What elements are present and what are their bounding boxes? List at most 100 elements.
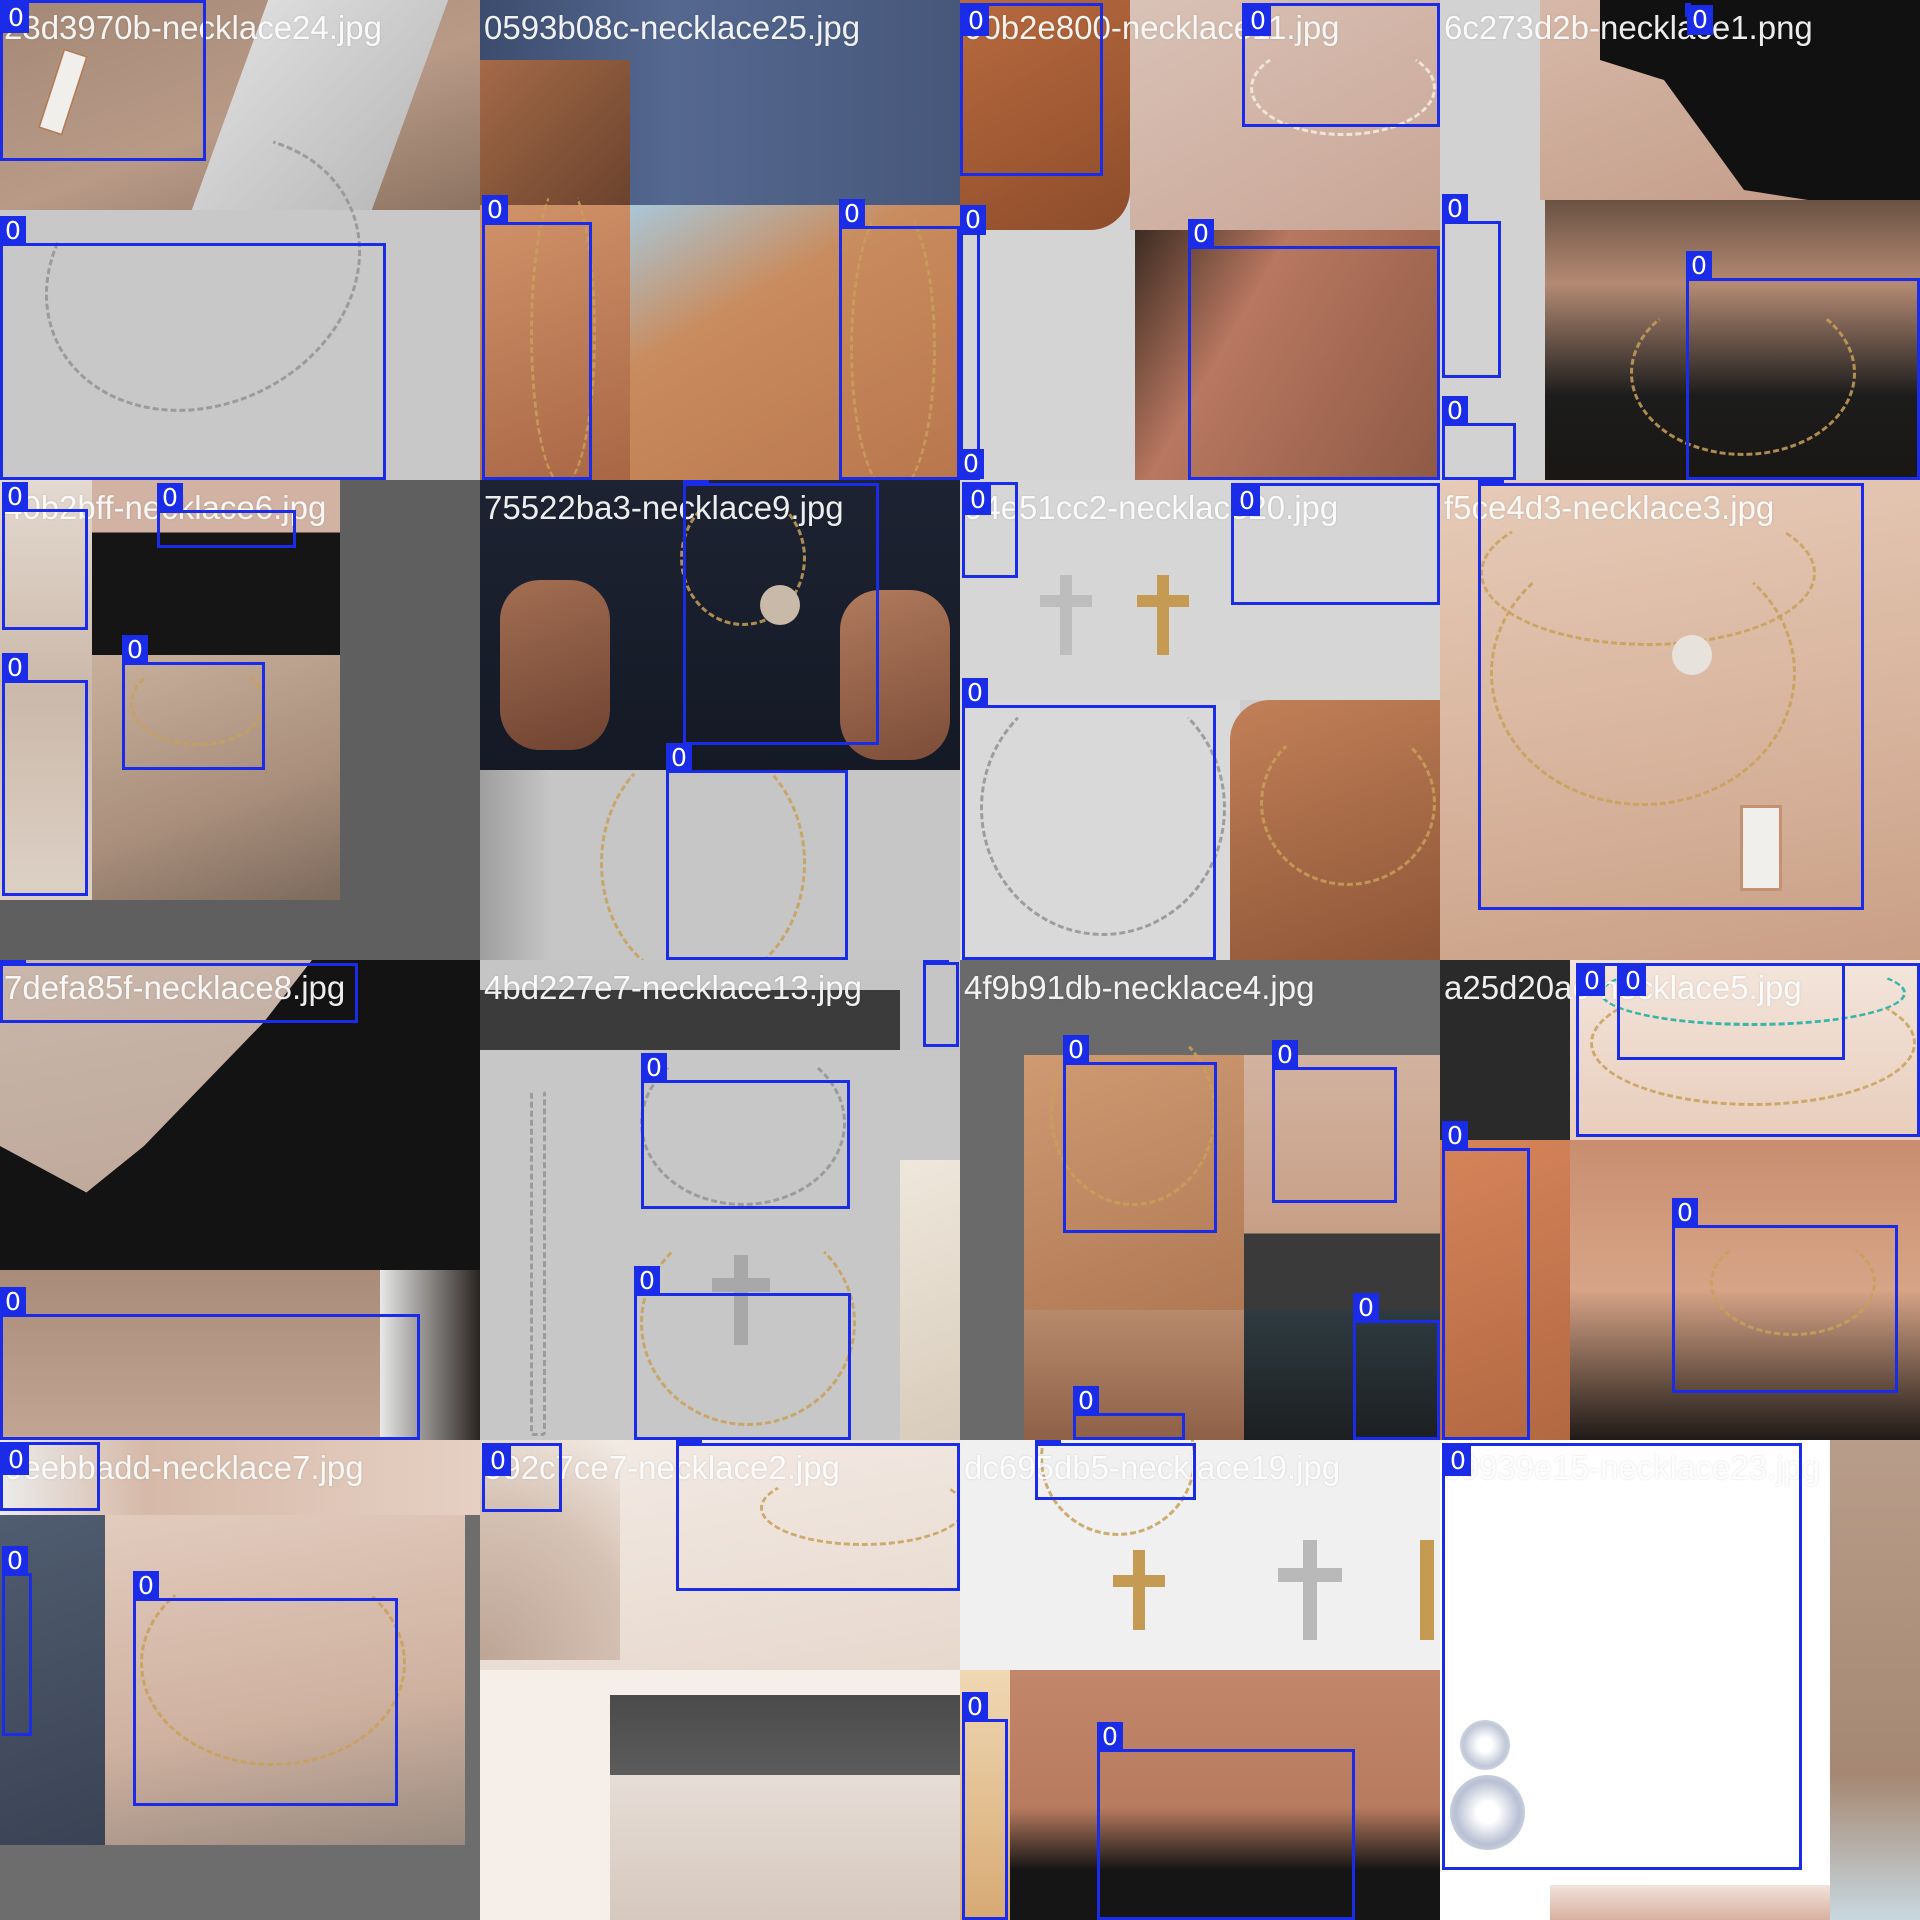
chain-drawing [760, 1470, 960, 1546]
detection-box: 0 [482, 195, 592, 480]
photo-crosses-bg [960, 1440, 1440, 1670]
silver-cross [1303, 1540, 1317, 1640]
photo-marble [900, 1160, 960, 1440]
class-label: 0 [1353, 1293, 1379, 1323]
gold-cross [1113, 1575, 1165, 1587]
chain-drawing [680, 490, 806, 626]
photo-shoulder [480, 1440, 620, 1660]
detection-box: 0 [1442, 396, 1516, 480]
mosaic-cell: 0593b08c-necklace25.jpg 0 0 [480, 0, 960, 480]
mosaic-cell: 592c7ce7-necklace2.jpg 0 0 [480, 1440, 960, 1920]
detection-box: 0 [683, 480, 879, 745]
detection-box: 0 [0, 0, 206, 161]
class-label: 0 [1442, 396, 1468, 426]
chain-drawing [530, 180, 596, 480]
filename-label: 00b2e800-necklace11.jpg [964, 9, 1340, 46]
detection-box: 0 [839, 199, 960, 480]
class-label: 0 [1272, 1040, 1298, 1070]
chain-drawing [1250, 40, 1436, 136]
photo-hand-right [840, 590, 950, 760]
photo-arm [480, 60, 630, 205]
detection-box: 0 [634, 1266, 851, 1440]
mosaic-cell: 7defa85f-necklace8.jpg 0 0 [0, 960, 480, 1440]
detection-box: 0 [2, 653, 88, 896]
class-label: 0 [1579, 966, 1605, 996]
photo-neck-right [1244, 1055, 1440, 1310]
detection-box: 0 [960, 205, 986, 480]
chain-drawing [850, 200, 936, 480]
photo-lips [1550, 1885, 1830, 1920]
detection-box: 0 [1672, 1198, 1898, 1393]
mosaic-cell: 6c273d2b-necklace1.png 0 0 0 0 [1440, 0, 1920, 480]
detection-box: 0 [676, 1440, 960, 1591]
detection-box: 0 [0, 1287, 420, 1440]
mosaic-cell: 00b2e800-necklace11.jpg 0 0 0 0 0 [960, 0, 1440, 480]
class-label: 0 [1097, 1722, 1123, 1752]
detection-box: 0 [1442, 1121, 1530, 1440]
photo-dark-band [480, 990, 900, 1050]
class-label: 0 [0, 1287, 26, 1317]
filename-label: 04e51cc2-necklace20.jpg [964, 489, 1339, 526]
class-label: 0 [683, 480, 709, 486]
detection-box: 0 [1617, 963, 1845, 1060]
class-label: 0 [482, 195, 508, 225]
class-label: 0 [1188, 219, 1214, 249]
chain-drawing [640, 1220, 856, 1426]
photo-neck [1135, 230, 1440, 480]
class-label: 0 [1035, 1440, 1061, 1446]
class-label: 0 [1687, 5, 1713, 35]
detection-box: 0 [157, 483, 296, 548]
class-label: 0 [1234, 486, 1260, 516]
filename-label: 75522ba3-necklace9.jpg [484, 489, 844, 526]
detection-box: 0 [1442, 194, 1501, 378]
detection-box: 0 [923, 960, 959, 1047]
detection-box: 0 [960, 3, 1103, 176]
photo-hair [380, 1270, 480, 1440]
mosaic-cell: dc695db5-necklace19.jpg 0 0 0 [960, 1440, 1440, 1920]
detection-box: 0 [641, 1053, 850, 1209]
photo-dark-portrait [1244, 1310, 1440, 1440]
filename-label: 0eebbadd-necklace7.jpg [4, 1449, 364, 1486]
detection-box: 0 [1231, 483, 1440, 605]
class-label: 0 [1442, 1121, 1468, 1151]
detection-box: 0 [1272, 1040, 1397, 1203]
gold-cross [1157, 575, 1169, 655]
class-label: 0 [3, 3, 29, 33]
mosaic-cell: 40b2bff-necklace6.jpg 0 0 0 0 [0, 480, 480, 960]
class-label: 0 [122, 635, 148, 665]
chain-drawing [1630, 290, 1856, 456]
mosaic-cell: 75522ba3-necklace9.jpg 0 0 [480, 480, 960, 960]
class-label: 0 [965, 485, 991, 515]
class-label: 0 [1445, 1446, 1471, 1476]
photo-face-top [0, 1440, 480, 1515]
class-label: 0 [1073, 1386, 1099, 1416]
filename-label: dc695db5-necklace19.jpg [964, 1449, 1341, 1486]
class-label: 0 [962, 678, 988, 708]
mosaic-cell: a25d20ac-necklace5.jpg 0 0 0 0 [1440, 960, 1920, 1440]
detection-box: 0 [1097, 1722, 1355, 1920]
class-label: 0 [962, 1692, 988, 1722]
filename-label: 0593b08c-necklace25.jpg [484, 9, 861, 46]
mosaic-cell: 0eebbadd-necklace7.jpg 0 0 0 [0, 1440, 480, 1920]
photo-fabric [1830, 1440, 1920, 1920]
gold-cross [1133, 1550, 1145, 1630]
photo-chain-bg [0, 210, 480, 480]
class-label: 0 [960, 449, 984, 479]
class-label: 0 [634, 1266, 660, 1296]
filename-label: 4bd227e7-necklace13.jpg [484, 969, 862, 1006]
class-label: 0 [2, 1546, 28, 1576]
filename-label: 4f9b91db-necklace4.jpg [964, 969, 1315, 1006]
chain-drawing [1260, 720, 1436, 886]
chain-drawing [1490, 540, 1796, 806]
photo-smile [610, 1775, 960, 1920]
silver-cross [1060, 575, 1072, 655]
filename-label: 6c273d2b-necklace1.png [1444, 9, 1813, 46]
detection-box: 0 [1063, 1035, 1217, 1233]
class-label: 0 [485, 1446, 511, 1476]
detection-box: 0 [1035, 1440, 1196, 1500]
detection-box: 0 [133, 1571, 398, 1806]
chain-drawing [980, 680, 1226, 936]
chain-drawing [140, 1560, 406, 1766]
detection-box: 0 [1686, 251, 1920, 480]
